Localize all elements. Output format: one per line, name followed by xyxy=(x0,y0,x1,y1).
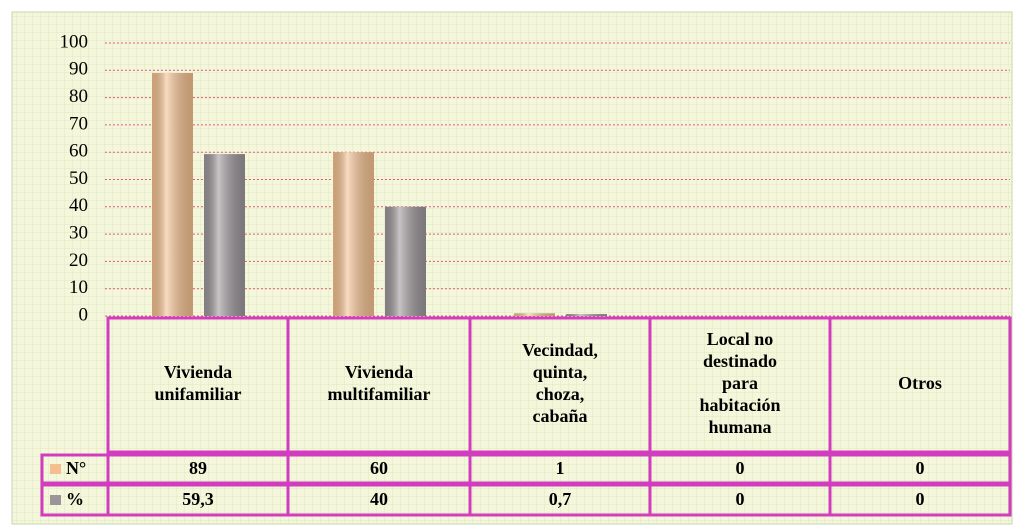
category-label: Vivienda unifamiliar xyxy=(154,362,241,404)
y-tick-label: 90 xyxy=(69,59,88,80)
y-tick-label: 30 xyxy=(69,222,88,243)
y-tick-label: 0 xyxy=(79,304,89,325)
bar-shine xyxy=(385,206,426,316)
table-cell xyxy=(828,483,1012,517)
y-tick-label: 40 xyxy=(69,195,88,216)
y-tick-label: 10 xyxy=(69,277,88,298)
y-tick-label: 80 xyxy=(69,86,88,107)
data-label: 59,3 xyxy=(182,489,214,509)
legend-swatch xyxy=(50,464,61,474)
data-label: 1 xyxy=(556,458,565,478)
data-label: 0 xyxy=(736,458,745,478)
data-label: 60 xyxy=(370,458,388,478)
y-tick-label: 100 xyxy=(60,31,89,52)
table-cell xyxy=(828,316,1012,454)
data-label: 89 xyxy=(189,458,207,478)
data-label: 0,7 xyxy=(549,489,572,509)
y-tick-label: 70 xyxy=(69,113,88,134)
legend-label: % xyxy=(66,489,84,509)
data-label: 40 xyxy=(370,489,388,509)
data-label: 0 xyxy=(736,489,745,509)
bar-shine xyxy=(333,152,374,316)
legend-swatch xyxy=(50,495,61,505)
y-tick-label: 50 xyxy=(69,168,88,189)
bar-shine xyxy=(566,314,607,316)
category-label: Vivienda multifamiliar xyxy=(328,362,431,404)
bar-shine xyxy=(152,73,193,316)
y-tick-label: 60 xyxy=(69,141,88,162)
category-label: Otros xyxy=(898,373,942,393)
data-label: 0 xyxy=(916,489,925,509)
category-label: Local no destinado para habitación humana xyxy=(699,329,780,437)
bar-shine xyxy=(514,313,555,316)
table-cell xyxy=(828,453,1012,485)
data-label: 0 xyxy=(916,458,925,478)
legend-label: N° xyxy=(66,458,86,478)
category-label: Vecindad, quinta, choza, cabaña xyxy=(522,340,598,426)
y-tick-label: 20 xyxy=(69,250,88,271)
bar-shine xyxy=(204,154,245,316)
